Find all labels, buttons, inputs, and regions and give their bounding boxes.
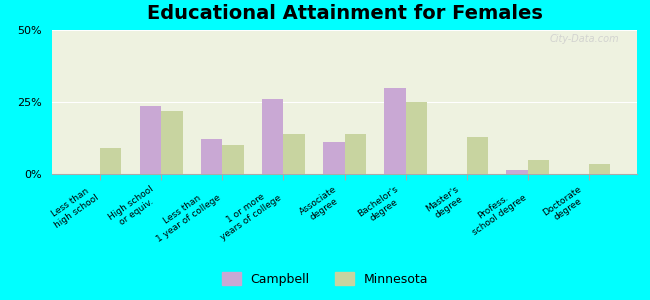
Bar: [140, 106, 161, 174]
Bar: [467, 136, 488, 174]
Bar: [222, 145, 244, 174]
Bar: [589, 164, 610, 174]
Bar: [406, 102, 427, 174]
Bar: [100, 148, 122, 174]
Bar: [201, 140, 222, 174]
Bar: [323, 142, 345, 174]
Bar: [283, 134, 305, 174]
Legend: Campbell, Minnesota: Campbell, Minnesota: [217, 267, 433, 291]
Bar: [528, 160, 549, 174]
Bar: [262, 99, 283, 174]
Bar: [344, 134, 366, 174]
Bar: [161, 111, 183, 174]
Title: Educational Attainment for Females: Educational Attainment for Females: [146, 4, 543, 23]
Bar: [506, 170, 528, 174]
Text: City-Data.com: City-Data.com: [550, 34, 619, 44]
Bar: [384, 88, 406, 174]
